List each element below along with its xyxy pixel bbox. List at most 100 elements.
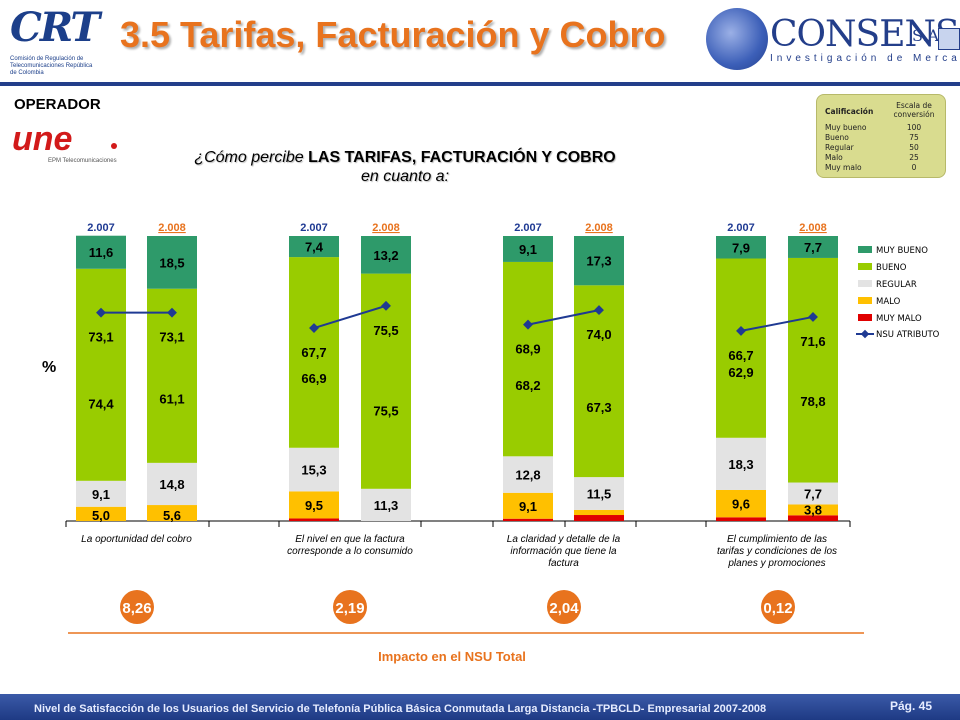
question-text: ¿Cómo percibe LAS TARIFAS, FACTURACIÓN Y… — [170, 148, 640, 186]
legend-entry: MUY MALO — [876, 314, 922, 324]
year-label: 2.008 — [372, 222, 400, 234]
consenso-globe-icon — [706, 8, 768, 70]
category-label: tarifas y condiciones de los — [717, 546, 837, 557]
legend-entry: BUENO — [876, 263, 907, 273]
scale-header: Calificación Escala de conversión — [825, 101, 937, 123]
nsu-line — [527, 309, 600, 326]
bar-segment-muy-bueno — [574, 236, 624, 286]
scale-row-value: 0 — [911, 163, 917, 172]
bar-segment-malo — [574, 509, 624, 516]
nsu-label: 71,6 — [800, 334, 825, 349]
year-label: 2.007 — [727, 222, 755, 234]
data-label: 18,3 — [728, 457, 753, 472]
nsu-marker — [808, 311, 818, 322]
legend-entry: MALO — [876, 297, 901, 307]
data-label: 9,6 — [732, 497, 750, 512]
bar-segment-regular — [76, 480, 126, 507]
consenso-emblem-icon — [938, 28, 960, 50]
scale-row-label: Bueno — [825, 133, 849, 142]
bar-segment-malo — [788, 504, 838, 516]
category-label: La claridad y detalle de la — [507, 534, 621, 545]
y-axis-label: % — [42, 359, 56, 376]
scale-row-value: 50 — [909, 143, 919, 152]
consenso-logo-name: CONSENSO — [770, 14, 960, 55]
bar-segment-malo — [76, 506, 126, 521]
data-label: 11,5 — [587, 486, 612, 501]
bar-segment-bueno — [574, 285, 624, 478]
data-label: 9,5 — [305, 498, 323, 513]
data-label: 78,8 — [800, 394, 825, 409]
bar-segment-muy-bueno — [503, 236, 553, 262]
bar-segment-malo — [503, 492, 553, 519]
legend-swatch — [858, 246, 872, 253]
impact-badge — [333, 590, 367, 624]
nsu-marker — [736, 325, 746, 336]
bar-segment-regular — [574, 477, 624, 510]
scale-row-value: 100 — [906, 123, 922, 132]
consenso-logo-sa: S.A. — [912, 26, 945, 45]
legend-entry: NSU ATRIBUTO — [876, 330, 940, 340]
une-logo: une EPM Telecomunicaciones — [12, 120, 117, 164]
year-label: 2.008 — [799, 222, 827, 234]
bar-segment-muy-bueno — [788, 236, 838, 258]
scale-row: Bueno 75 — [825, 133, 937, 143]
impact-value: 8,26 — [122, 600, 151, 617]
chart-marks: % 5,0 9,1 74,4 11,6 2.007 73,1 5,6 14,8 61,1 18,5 2… — [42, 222, 940, 664]
scale-row-label: Malo — [825, 153, 843, 162]
bar-segment-malo — [716, 489, 766, 518]
nsu-label: 67,7 — [301, 345, 326, 360]
data-label: 61,1 — [159, 392, 184, 407]
question-bold: LAS TARIFAS, FACTURACIÓN Y COBRO — [308, 149, 616, 166]
category-label: La oportunidad del cobro — [81, 534, 192, 545]
une-logo-text: une — [12, 120, 72, 158]
year-label: 2.007 — [87, 222, 115, 234]
data-label: 11,3 — [374, 498, 399, 513]
data-label: 9,1 — [519, 499, 537, 514]
scale-row: Muy malo 0 — [825, 163, 937, 173]
scale-row: Muy bueno 100 — [825, 123, 937, 133]
bar-segment-muy-malo — [503, 518, 553, 521]
bar-segment-muy-malo — [289, 518, 339, 521]
data-label: 17,3 — [586, 254, 611, 269]
bar-segment-malo — [147, 505, 197, 521]
data-label: 62,9 — [728, 365, 753, 380]
data-label: 66,9 — [301, 371, 326, 386]
legend-entry: MUY BUENO — [876, 246, 928, 256]
conversion-scale-box: Calificación Escala de conversión Muy bu… — [816, 94, 946, 178]
nsu-marker — [523, 319, 533, 330]
data-label: 74,4 — [88, 397, 114, 412]
bar-segment-regular — [289, 447, 339, 492]
data-label: 75,5 — [373, 404, 398, 419]
year-label: 2.007 — [300, 222, 328, 234]
bar-segment-bueno — [788, 257, 838, 483]
header-divider — [0, 82, 960, 86]
data-label: 14,8 — [159, 477, 184, 492]
bar-segment-regular — [361, 488, 411, 521]
data-label: 3,8 — [804, 502, 822, 517]
bar-segment-regular — [503, 456, 553, 493]
bar-segment-muy-bueno — [361, 236, 411, 274]
nsu-line — [740, 315, 814, 332]
legend-marker-swatch — [860, 329, 870, 339]
nsu-line — [313, 304, 387, 330]
data-label: 15,3 — [301, 463, 326, 478]
data-label: 13,2 — [373, 248, 398, 263]
bar-segment-regular — [716, 437, 766, 490]
data-label: 67,3 — [586, 400, 611, 415]
crt-logo: CRT — [10, 4, 100, 51]
scale-row-label: Regular — [825, 143, 854, 152]
consenso-logo-subtitle: Investigación de Mercados — [770, 53, 960, 64]
bar-segment-bueno — [503, 261, 553, 457]
bar-segment-bueno — [76, 268, 126, 481]
bar-segment-regular — [147, 462, 197, 506]
bar-segment-muy-bueno — [289, 236, 339, 258]
data-label: 7,7 — [804, 240, 822, 255]
nsu-label: 73,1 — [88, 330, 113, 345]
bar-segment-bueno — [716, 258, 766, 438]
impact-caption: Impacto en el NSU Total — [378, 649, 526, 664]
data-label: 5,0 — [92, 508, 110, 523]
year-label: 2.008 — [585, 222, 613, 234]
bar-segment-bueno — [147, 288, 197, 463]
data-label: 5,6 — [163, 508, 181, 523]
bar-segment-muy-bueno — [147, 236, 197, 289]
